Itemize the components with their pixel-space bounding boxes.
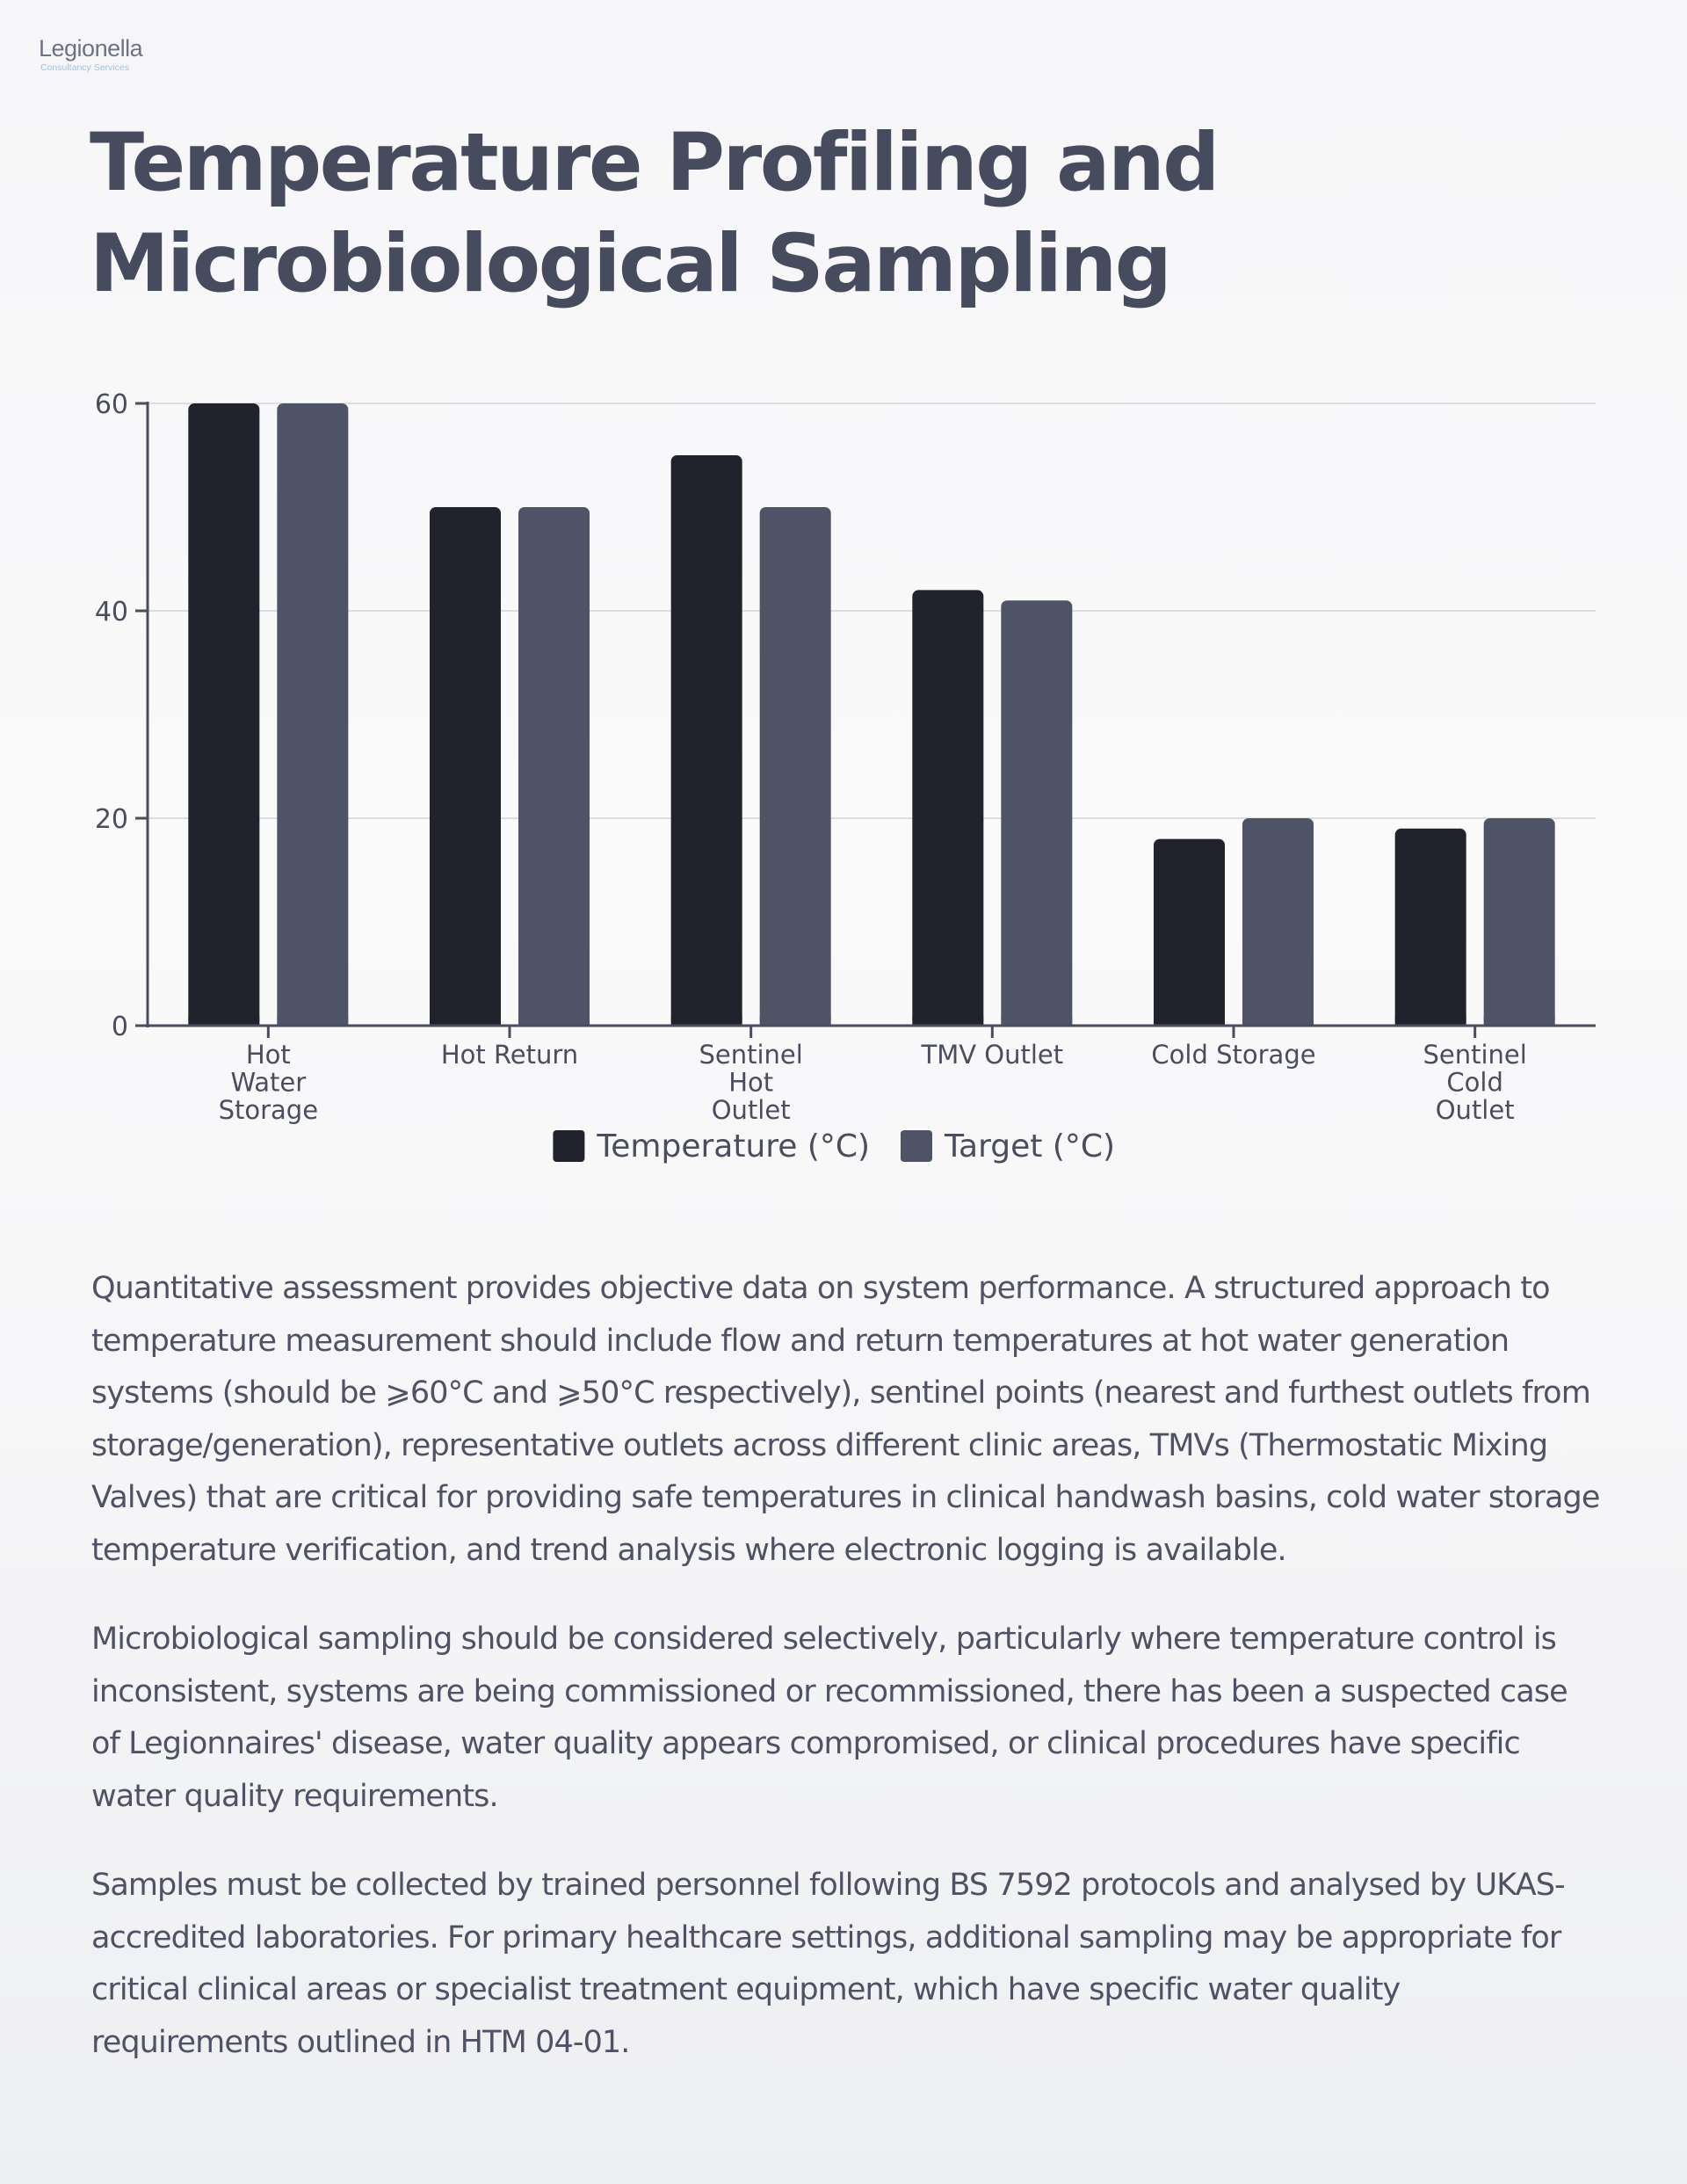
bar-base xyxy=(430,1017,501,1026)
bar-base xyxy=(277,1017,349,1026)
bar-base xyxy=(1001,1017,1073,1026)
bar-base xyxy=(188,1017,260,1026)
bar xyxy=(912,590,984,1026)
bar-base xyxy=(518,1017,590,1026)
bar-base xyxy=(1394,1017,1466,1026)
x-tick-label: Hot xyxy=(246,1040,291,1070)
x-tick-label: Cold Storage xyxy=(1151,1040,1315,1070)
bar xyxy=(518,507,590,1026)
y-tick-label: 40 xyxy=(95,597,128,628)
bar xyxy=(759,507,831,1026)
bar xyxy=(1483,818,1555,1026)
x-tick-label: Outlet xyxy=(712,1095,791,1125)
x-tick-label: TMV Outlet xyxy=(921,1040,1064,1070)
bar xyxy=(430,507,501,1026)
logo-subtitle: Consultancy Services xyxy=(40,62,129,73)
bar xyxy=(188,403,260,1026)
bar-base xyxy=(759,1017,831,1026)
x-tick-label: Water xyxy=(230,1068,306,1098)
x-tick-label: Hot Return xyxy=(441,1040,578,1070)
page-title: Temperature Profiling and Microbiologica… xyxy=(90,117,1220,310)
body-text: Quantitative assessment provides objecti… xyxy=(91,1263,1603,2106)
bar-base xyxy=(670,1017,742,1026)
bar xyxy=(1242,818,1314,1026)
bar xyxy=(1154,838,1225,1026)
legend-label: Target (°C) xyxy=(944,1128,1115,1165)
bar xyxy=(670,455,742,1026)
bar-base xyxy=(1154,1017,1225,1026)
x-tick-label: Outlet xyxy=(1436,1095,1515,1125)
legend-swatch xyxy=(901,1130,932,1162)
logo-wordmark: Legionella xyxy=(39,35,214,62)
legend-swatch xyxy=(553,1130,585,1162)
logo: Legionella Consultancy Services xyxy=(39,35,214,74)
legend-label: Temperature (°C) xyxy=(596,1128,870,1165)
x-tick-label: Cold xyxy=(1446,1068,1502,1098)
x-tick-label: Sentinel xyxy=(699,1040,802,1070)
bar-base xyxy=(912,1017,984,1026)
bar-base xyxy=(1483,1017,1555,1026)
paragraph-temperature-measurement: Quantitative assessment provides objecti… xyxy=(91,1271,1600,1568)
paragraph-sample-collection: Samples must be collected by trained per… xyxy=(91,1868,1566,2060)
bar xyxy=(1394,828,1466,1026)
x-tick-label: Storage xyxy=(219,1095,318,1125)
logo-name: Legionella xyxy=(39,35,143,62)
bar-base xyxy=(1242,1017,1314,1026)
bar xyxy=(277,403,349,1026)
x-tick-label: Sentinel xyxy=(1423,1040,1526,1070)
x-tick-label: Hot xyxy=(728,1068,773,1098)
paragraph-microbiological-sampling: Microbiological sampling should be consi… xyxy=(91,1622,1568,1814)
bar xyxy=(1001,600,1073,1026)
y-tick-label: 20 xyxy=(95,804,128,835)
y-tick-label: 60 xyxy=(95,389,128,420)
y-tick-label: 0 xyxy=(112,1012,128,1042)
